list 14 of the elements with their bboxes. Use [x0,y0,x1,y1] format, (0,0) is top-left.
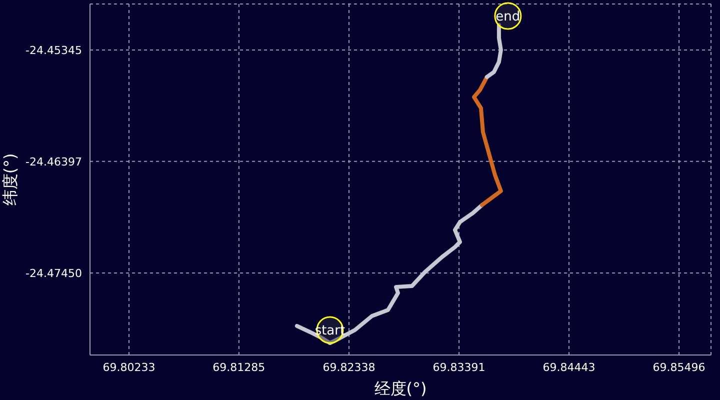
y-axis-title: 纬度(°) [0,153,20,206]
x-tick-label: 69.82338 [322,360,376,374]
x-axis-title: 经度(°) [374,379,427,398]
x-tick-label: 69.83391 [432,360,486,374]
y-tick-label: -24.47450 [26,266,82,280]
y-tick-label: -24.46397 [26,155,82,168]
annotation: end [496,10,520,25]
line-series [294,202,484,346]
line-series [472,74,503,207]
x-tick-label: 69.80233 [102,360,156,374]
x-tick-label: 69.81285 [212,360,266,374]
x-tick-label: 69.85496 [652,360,706,374]
x-tick-label: 69.84443 [542,360,596,374]
y-tick-label: -24.45345 [26,44,82,57]
